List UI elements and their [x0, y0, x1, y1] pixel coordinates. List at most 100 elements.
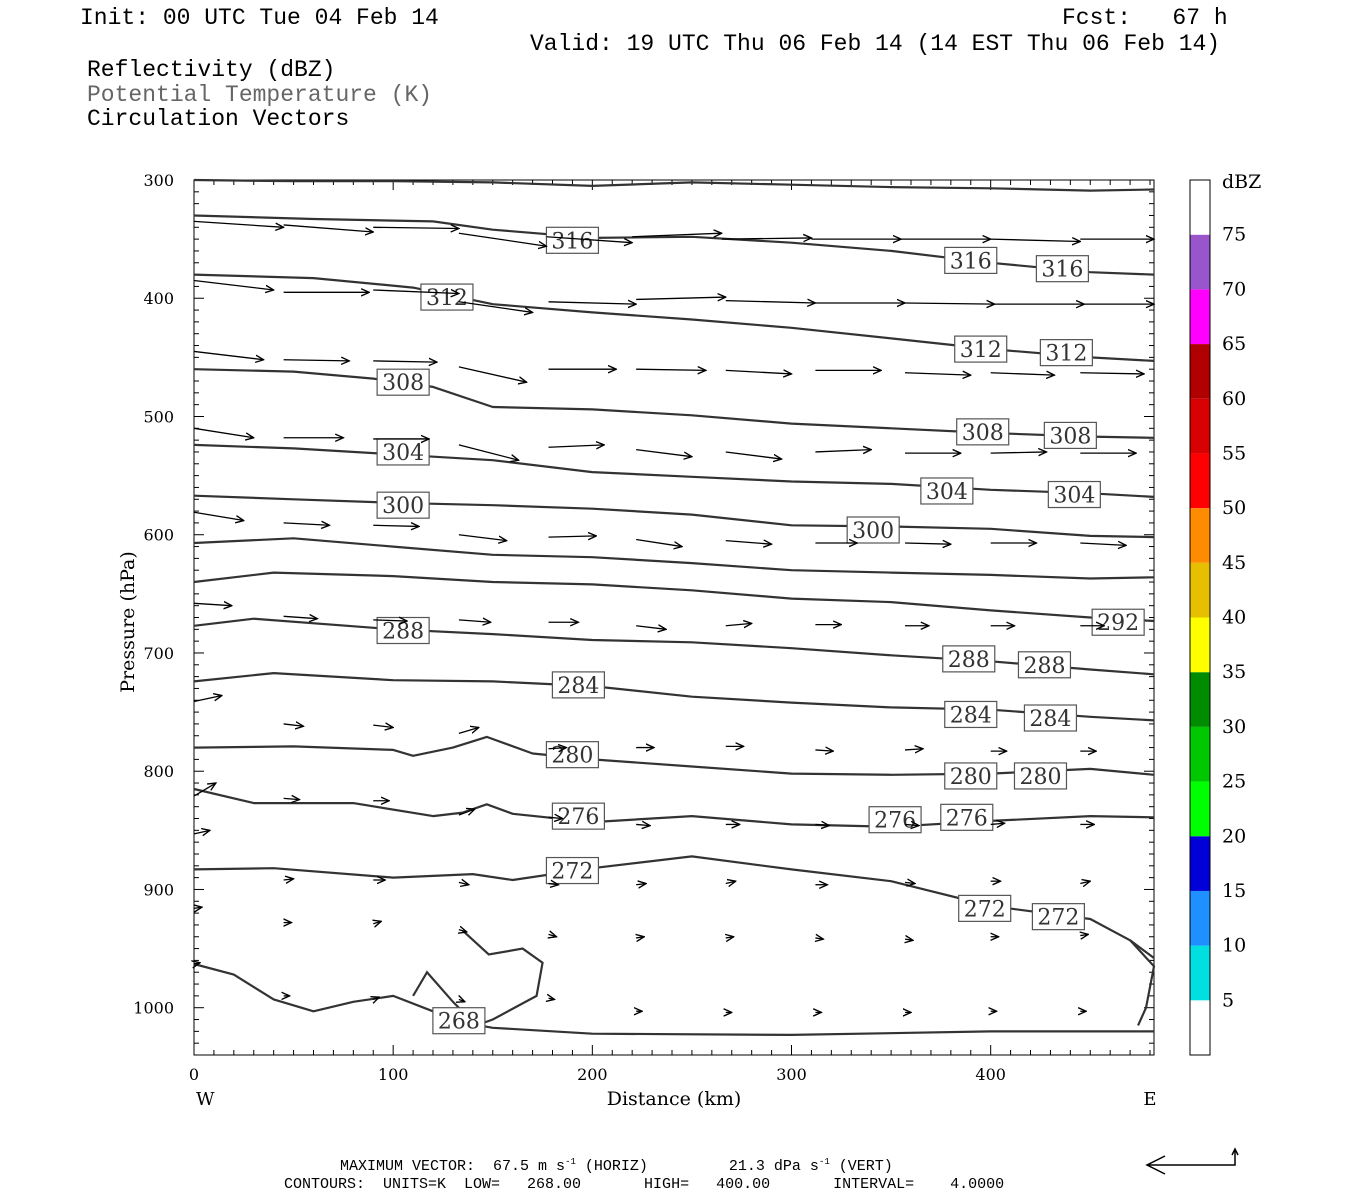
field-reflectivity: Reflectivity (dBZ): [87, 57, 336, 83]
contour-label: 284: [950, 703, 992, 728]
circulation-vector: [905, 373, 971, 375]
circulation-vector: [905, 303, 995, 304]
x-tick-label: 200: [577, 1065, 608, 1084]
circulation-vector: [990, 452, 1047, 453]
circulation-vector: [549, 934, 557, 936]
y-tick-label: 400: [143, 289, 174, 308]
circulation-vector: [548, 748, 567, 749]
colorbar-bin: [1190, 617, 1210, 673]
y-tick-label: 300: [143, 171, 174, 190]
colorbar-bin: [1190, 453, 1210, 509]
contour-line-316: [193, 178, 1155, 192]
y-axis-label: Pressure (hPa): [117, 551, 139, 693]
circulation-vector: [636, 448, 692, 457]
colorbar-bin: [1190, 289, 1210, 345]
colorbar-tick-label: 70: [1222, 278, 1246, 300]
contour-label: 316: [950, 249, 992, 274]
contour-label: 280: [950, 765, 992, 790]
contour-label-box: [1017, 651, 1072, 679]
contour-label: 308: [1049, 424, 1091, 449]
y-tick-label: 900: [143, 880, 174, 899]
colorbar-bin: [1190, 672, 1210, 727]
contour-label: 300: [852, 519, 894, 544]
contour-label-box: [545, 741, 600, 769]
circulation-vector: [193, 696, 222, 703]
circulation-vector: [283, 798, 300, 799]
contour-label: 304: [926, 480, 968, 505]
x-tick-label: 400: [975, 1065, 1006, 1084]
contour-label: 312: [426, 286, 468, 311]
circulation-vector: [458, 232, 547, 246]
circulation-vector: [283, 523, 330, 525]
circulation-vector: [283, 616, 318, 618]
contour-label-box: [1047, 480, 1101, 509]
plot-frame: [193, 179, 1155, 1056]
circulation-vector: [636, 626, 666, 630]
contour-label-box: [940, 803, 994, 831]
colorbar-bin: [1190, 562, 1210, 618]
contour-line-304: [193, 443, 1155, 498]
circulation-vector: [193, 783, 216, 797]
circulation-vector: [725, 370, 792, 374]
circulation-vector: [459, 999, 465, 1001]
circulation-vector: [548, 884, 559, 885]
circulation-vector: [990, 823, 1005, 824]
colorbar-bin: [1190, 836, 1210, 891]
contour-label: 280: [1019, 765, 1061, 790]
contour-label: 316: [1041, 258, 1083, 283]
contour-label: 280: [551, 744, 593, 769]
colorbar-bin: [1190, 344, 1210, 399]
circulation-vector: [725, 881, 736, 883]
contour-label: 276: [557, 805, 599, 830]
contour-label: 292: [1097, 611, 1139, 636]
circulation-vector: [725, 301, 816, 303]
x-tick-label: 0: [189, 1065, 199, 1084]
circulation-vector: [458, 444, 519, 460]
colorbar-tick-label: 50: [1222, 497, 1246, 519]
colorbar-bin: [1190, 398, 1210, 454]
colorbar-bin: [1190, 508, 1210, 563]
reference-vector-head-vert: [1231, 1147, 1239, 1156]
circulation-vector: [458, 809, 475, 815]
contour-label-box: [551, 802, 605, 830]
colorbar-tick-label: 15: [1222, 880, 1246, 902]
y-tick-label: 500: [143, 407, 174, 426]
contour-label: 272: [964, 897, 1006, 922]
horiz-unit: (HORIZ): [584, 1158, 648, 1175]
contour-line-316: [193, 214, 1155, 276]
contour-label-box: [376, 438, 430, 466]
circulation-vector: [458, 620, 491, 622]
circulation-vector: [373, 227, 459, 228]
max-vector-line: MAXIMUM VECTOR: 67.5 m s-1 (HORIZ) 21.3 …: [340, 1157, 893, 1175]
contour-label: 276: [874, 809, 916, 834]
circulation-vector: [283, 360, 350, 361]
colorbar-bin: [1190, 726, 1210, 782]
colorbar-tick-label: 25: [1222, 771, 1246, 793]
circulation-vector: [1080, 881, 1090, 883]
circulation-vector: [815, 450, 871, 452]
circulation-vector: [990, 239, 1081, 241]
colorbar-unit-label: dBZ: [1222, 171, 1261, 193]
contour-label-box: [1023, 704, 1078, 732]
field-potential-temperature: Potential Temperature (K): [87, 82, 433, 108]
y-tick-label: 700: [143, 644, 174, 663]
colorbar-tick-label: 10: [1222, 935, 1246, 957]
contour-label: 268: [438, 1010, 480, 1035]
circulation-vector: [548, 302, 637, 304]
circulation-vector: [636, 824, 650, 825]
circulation-vector: [283, 224, 374, 232]
circulation-vector: [373, 921, 381, 923]
contour-label: 316: [551, 229, 593, 254]
circulation-vector: [904, 882, 915, 883]
contour-label-box: [1031, 903, 1085, 931]
contour-group: [193, 178, 1156, 1036]
contour-line-272-edge: [1129, 939, 1156, 1026]
circulation-vector: [373, 290, 459, 294]
vert-unit: (VERT): [838, 1158, 893, 1175]
colorbar-tick-label: 75: [1222, 224, 1246, 246]
circulation-vector: [726, 937, 734, 938]
contour-label-box: [551, 671, 605, 699]
contour-label-box: [954, 335, 1008, 363]
contour-label-box: [376, 368, 430, 396]
colorbar-tick-label: 20: [1222, 825, 1246, 847]
